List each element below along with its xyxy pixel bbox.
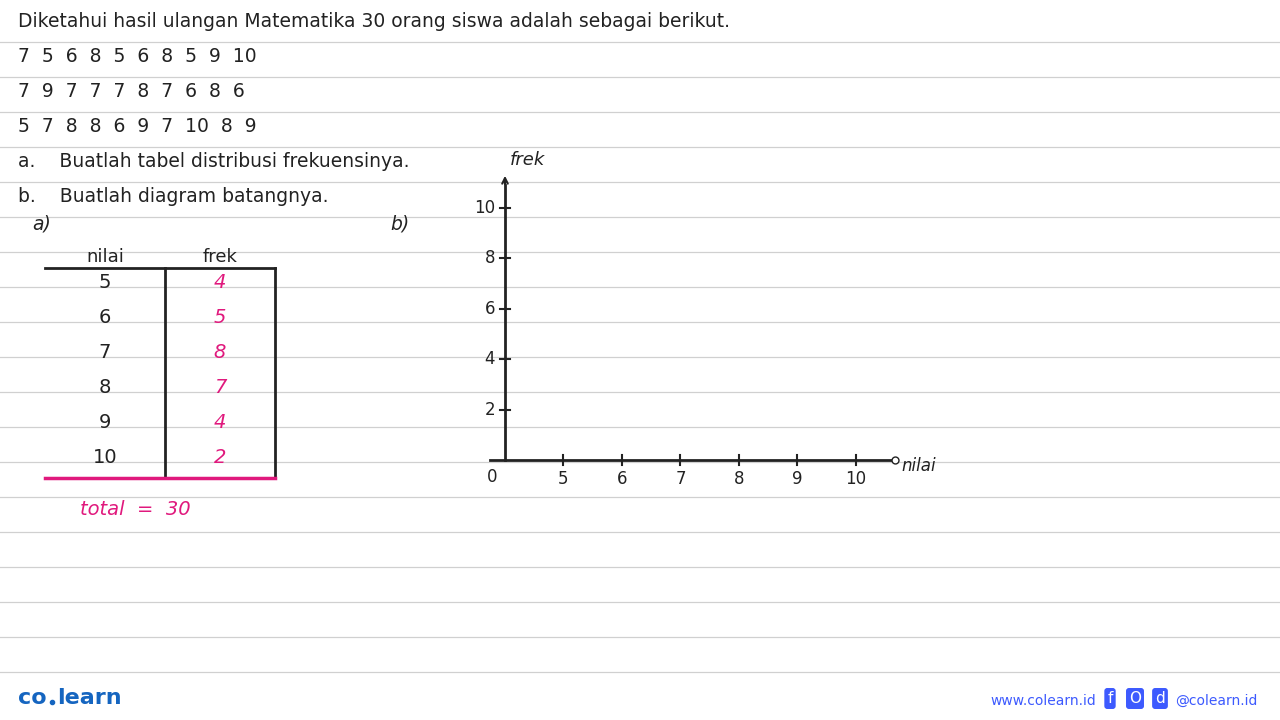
Text: 5: 5	[558, 470, 568, 488]
Text: 7: 7	[214, 378, 227, 397]
Text: 5  7  8  8  6  9  7  10  8  9: 5 7 8 8 6 9 7 10 8 9	[18, 117, 256, 136]
Text: d: d	[1155, 691, 1165, 706]
Text: 5: 5	[99, 273, 111, 292]
Text: nilai: nilai	[86, 248, 124, 266]
Text: 10: 10	[474, 199, 495, 217]
Text: 6: 6	[617, 470, 627, 488]
Text: a): a)	[32, 215, 51, 234]
Text: 9: 9	[99, 413, 111, 432]
Text: @colearn.id: @colearn.id	[1175, 694, 1257, 708]
Text: 9: 9	[792, 470, 803, 488]
Text: 0: 0	[486, 468, 497, 486]
Text: 2: 2	[214, 448, 227, 467]
Text: frek: frek	[202, 248, 237, 266]
Text: www.colearn.id: www.colearn.id	[989, 694, 1096, 708]
Text: 8: 8	[214, 343, 227, 362]
Text: b): b)	[390, 215, 410, 234]
Text: 6: 6	[485, 300, 495, 318]
Text: 7  5  6  8  5  6  8  5  9  10: 7 5 6 8 5 6 8 5 9 10	[18, 47, 256, 66]
Text: b.    Buatlah diagram batangnya.: b. Buatlah diagram batangnya.	[18, 187, 329, 206]
Text: 4: 4	[214, 413, 227, 432]
Text: 7: 7	[675, 470, 686, 488]
Text: 8: 8	[485, 249, 495, 267]
Text: Diketahui hasil ulangan Matematika 30 orang siswa adalah sebagai berikut.: Diketahui hasil ulangan Matematika 30 or…	[18, 12, 730, 31]
Text: learn: learn	[58, 688, 122, 708]
Text: 4: 4	[485, 350, 495, 368]
Text: frek: frek	[509, 151, 545, 169]
Text: nilai: nilai	[901, 457, 936, 475]
Text: 8: 8	[733, 470, 744, 488]
Text: 4: 4	[214, 273, 227, 292]
Text: 8: 8	[99, 378, 111, 397]
Text: O: O	[1129, 691, 1140, 706]
Text: f: f	[1107, 691, 1112, 706]
Text: co: co	[18, 688, 46, 708]
Text: a.    Buatlah tabel distribusi frekuensinya.: a. Buatlah tabel distribusi frekuensinya…	[18, 152, 410, 171]
Text: 10: 10	[845, 470, 867, 488]
Text: 7  9  7  7  7  8  7  6  8  6: 7 9 7 7 7 8 7 6 8 6	[18, 82, 244, 101]
Text: 7: 7	[99, 343, 111, 362]
Text: 6: 6	[99, 308, 111, 327]
Text: total  =  30: total = 30	[79, 500, 191, 519]
Text: 10: 10	[92, 448, 118, 467]
Text: 2: 2	[484, 400, 495, 418]
Text: 5: 5	[214, 308, 227, 327]
